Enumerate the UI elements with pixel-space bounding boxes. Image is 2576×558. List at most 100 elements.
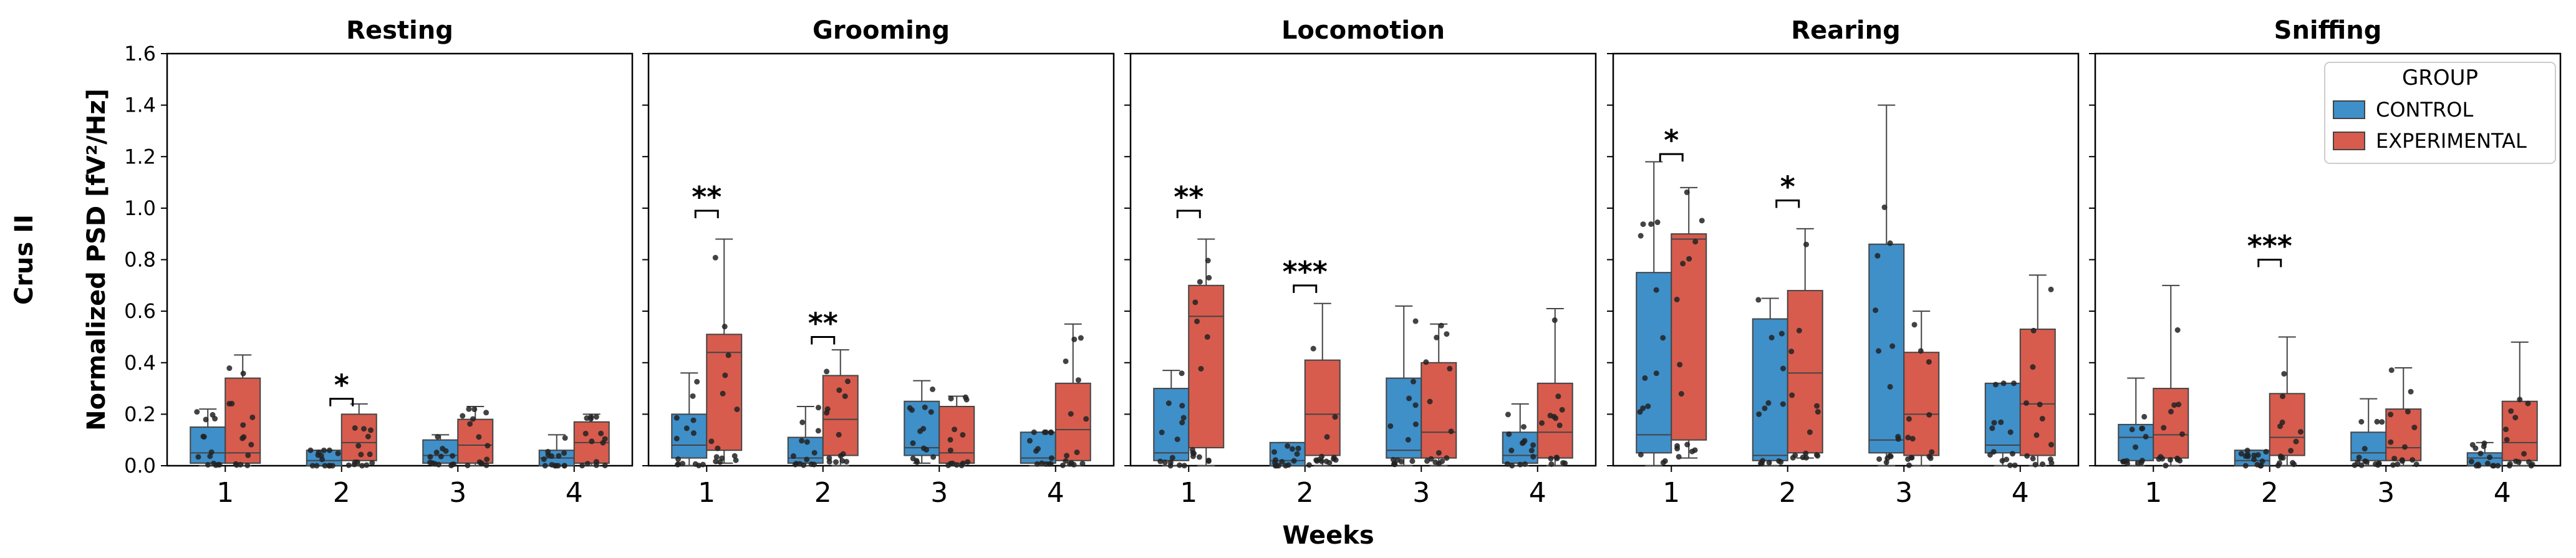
control-data-point [316,450,322,456]
control-data-point [1167,463,1174,469]
panel-title: Sniffing [2274,16,2382,45]
control-data-point [2473,463,2479,469]
significance-label: ** [1174,180,1204,214]
control-data-point [1780,401,1786,407]
experimental-box [822,375,859,456]
control-data-point [2263,449,2269,455]
y-tick-label: 0.2 [124,402,156,426]
control-data-point [914,458,920,464]
experimental-data-point [713,454,720,460]
x-tick-label: 2 [814,477,832,509]
experimental-data-point [1929,449,1935,455]
experimental-data-point [1555,393,1561,400]
control-data-point [804,439,810,445]
panel-title: Locomotion [1281,16,1445,45]
experimental-data-point [2391,455,2398,461]
control-data-point [2468,458,2474,464]
control-data-point [928,409,934,415]
control-data-point [1271,449,1278,455]
control-data-point [2251,456,2257,463]
control-data-point [1520,424,1527,430]
experimental-data-point [2388,367,2395,373]
control-data-point [2011,380,2017,387]
x-tick-label: 4 [2494,477,2511,509]
control-data-point [207,453,213,459]
experimental-data-point [1911,322,1918,328]
experimental-box [224,377,261,464]
control-data-point [2135,460,2141,466]
experimental-data-point [1205,457,1212,463]
experimental-data-point [1423,359,1429,365]
experimental-data-point [1071,336,1078,342]
experimental-data-point [1083,416,1089,422]
control-data-point [1660,335,1666,341]
experimental-data-point [2507,461,2513,467]
experimental-data-point [2174,455,2181,461]
control-box [1752,318,1788,461]
control-data-point [549,453,555,459]
experimental-data-point [2176,402,2182,408]
experimental-data-point [239,435,246,441]
experimental-data-point [598,430,604,436]
experimental-data-point [947,447,953,453]
significance-label: ** [692,180,721,214]
control-data-point [2374,418,2380,425]
experimental-data-point [1551,317,1558,324]
experimental-data-point [2388,439,2394,445]
experimental-data-point [826,459,832,465]
control-data-point [561,463,567,469]
experimental-box [1304,359,1341,456]
experimental-data-point [465,462,471,468]
control-data-point [673,435,680,441]
control-data-point [1660,459,1666,466]
experimental-data-point [248,441,254,448]
experimental-data-point [947,436,953,443]
control-data-point [1174,436,1180,443]
experimental-data-point [2278,455,2284,461]
control-data-point [2259,458,2265,464]
experimental-data-point [1905,456,1911,462]
control-box [1984,382,2021,454]
experimental-data-point [1789,392,1795,398]
control-data-point [1522,438,1528,444]
control-data-point [2143,433,2149,440]
experimental-data-point [1906,416,1912,422]
x-tick-label: 2 [2261,477,2279,509]
experimental-data-point [833,459,839,465]
experimental-data-point [1438,322,1444,329]
experimental-data-point [1918,348,1924,354]
control-data-point [1394,457,1401,463]
experimental-data-point [842,393,848,400]
experimental-data-point [2517,397,2523,403]
experimental-data-point [1191,450,1197,456]
experimental-data-point [2163,463,2169,469]
control-data-point [1405,436,1411,443]
experimental-data-point [1674,443,1681,449]
experimental-data-point [1790,455,1796,461]
control-data-point [2484,460,2491,466]
legend-swatch-control [2333,100,2365,119]
experimental-data-point [485,443,491,449]
control-data-point [1412,421,1419,428]
control-data-point [1291,458,1297,464]
control-data-point [1279,459,1285,465]
control-data-point [1387,423,1394,429]
control-data-point [1410,378,1416,385]
experimental-data-point [1560,459,1566,466]
experimental-data-point [2410,457,2416,463]
control-data-point [2358,419,2365,425]
control-data-point [2358,462,2365,468]
experimental-data-point [2281,371,2287,377]
control-data-point [2481,440,2487,446]
control-data-point [1873,307,1879,314]
experimental-data-point [2279,419,2285,425]
control-data-point [555,463,561,469]
control-data-point [561,450,567,456]
experimental-box [1188,284,1225,449]
experimental-data-point [1063,458,1069,464]
experimental-data-point [2161,425,2167,431]
control-data-point [556,453,562,459]
control-data-point [194,409,200,415]
control-data-point [2244,448,2250,454]
experimental-data-point [1068,411,1074,417]
